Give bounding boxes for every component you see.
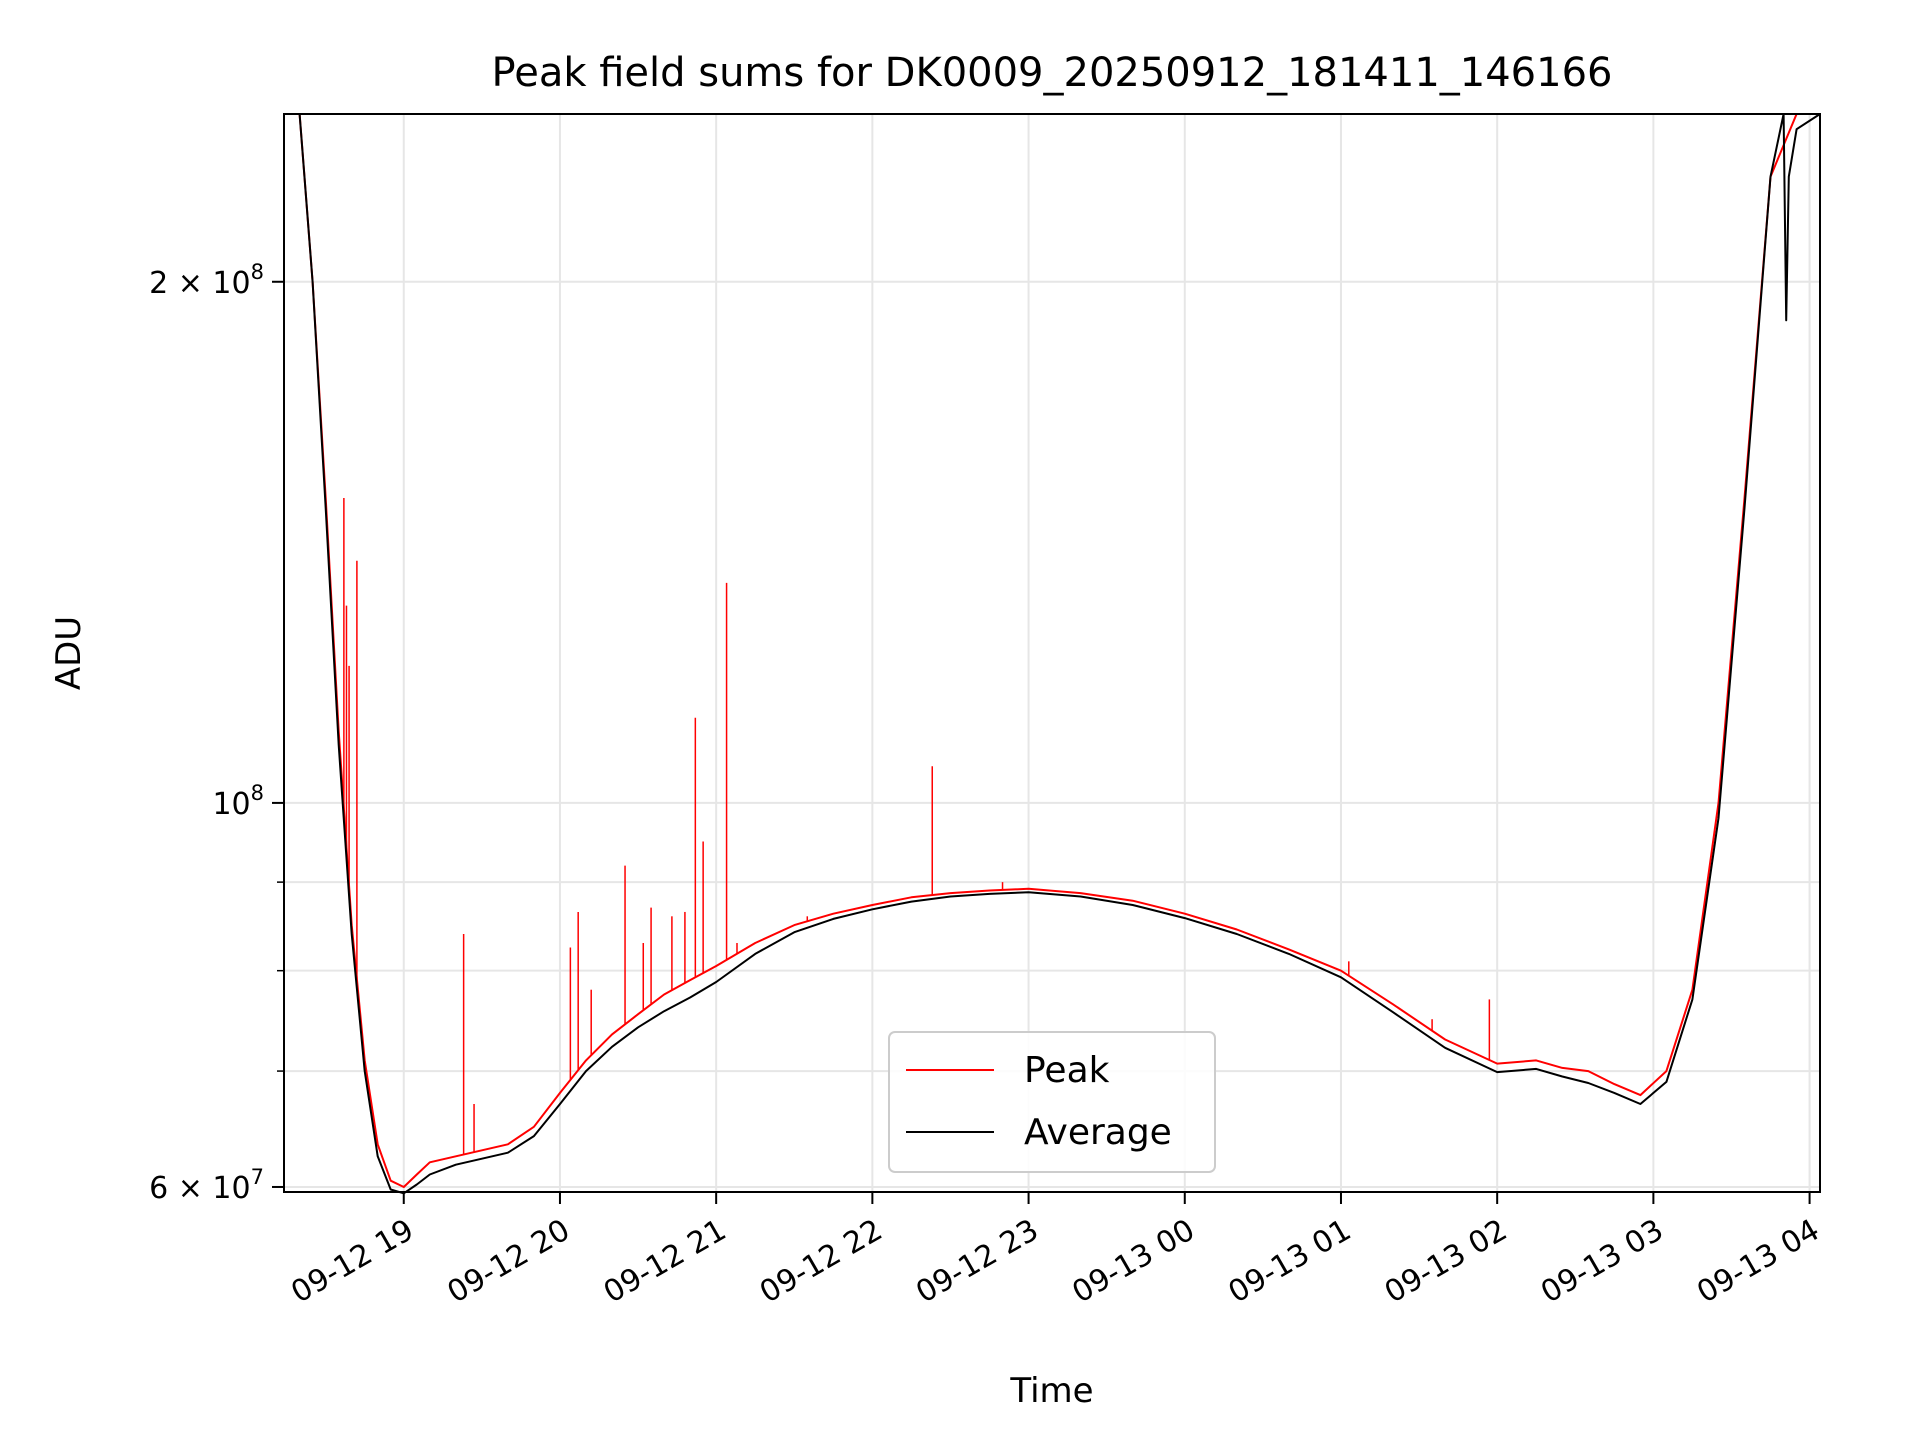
plot-frame	[283, 113, 1821, 1193]
series-line-peak	[284, 113, 1820, 1188]
y-tick-label-exponent: 7	[251, 1165, 264, 1189]
legend-label-average: Average	[1024, 1112, 1172, 1153]
y-tick-label-base: 10	[212, 787, 250, 822]
y-tick-label-base: 2 × 10	[149, 266, 250, 301]
legend: Peak Average	[888, 1031, 1216, 1173]
y-tick-label: 108	[212, 781, 264, 822]
x-axis-label: Time	[1009, 1371, 1093, 1411]
chart-title: Peak field sums for DK0009_20250912_1814…	[492, 50, 1613, 96]
legend-box	[888, 1031, 1216, 1173]
series-layer	[284, 113, 1821, 1195]
y-tick-label-exponent: 8	[251, 260, 264, 284]
y-tick-label-exponent: 8	[251, 781, 264, 805]
y-tick-label: 2 × 108	[149, 260, 264, 301]
y-tick-label: 6 × 107	[149, 1165, 264, 1206]
y-tick-label-base: 6 × 10	[149, 1171, 250, 1206]
legend-label-peak: Peak	[1024, 1050, 1110, 1091]
y-axis-label: ADU	[49, 616, 89, 690]
